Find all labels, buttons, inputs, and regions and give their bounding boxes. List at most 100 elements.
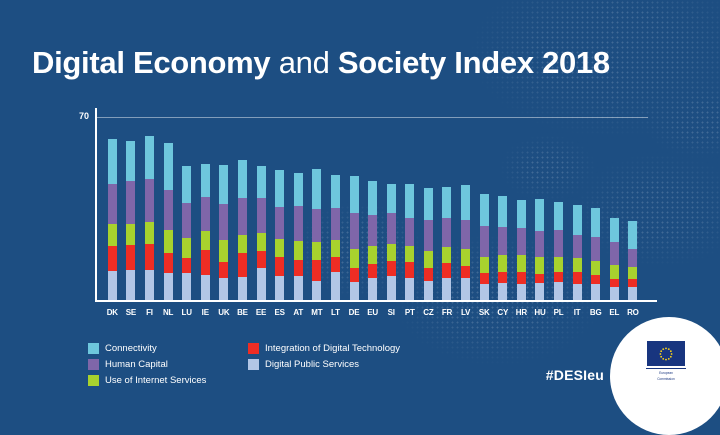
- logo-label-line-2: Commission: [657, 377, 675, 381]
- segment-human-capital: [554, 230, 564, 258]
- segment-connectivity: [126, 140, 136, 182]
- segment-use-of-internet-services: [368, 246, 378, 264]
- bar-column-si: [382, 108, 401, 300]
- bar-column-lt: [326, 108, 345, 300]
- bar-column-sk: [475, 108, 494, 300]
- hashtag-text: #DESIeu: [545, 367, 604, 383]
- segment-integration-of-digital-technology: [386, 260, 396, 277]
- segment-connectivity: [386, 183, 396, 214]
- stacked-bar: [237, 160, 247, 300]
- segment-use-of-internet-services: [609, 264, 619, 279]
- segment-integration-of-digital-technology: [535, 273, 545, 284]
- bar-column-lu: [177, 108, 196, 300]
- x-label-it: IT: [573, 308, 581, 317]
- segment-connectivity: [498, 196, 508, 227]
- segment-digital-public-services: [479, 284, 489, 300]
- segment-connectivity: [554, 201, 564, 231]
- segment-integration-of-digital-technology: [423, 267, 433, 282]
- stacked-bar: [535, 199, 545, 300]
- segment-use-of-internet-services: [423, 250, 433, 268]
- stacked-bar: [479, 194, 489, 300]
- segment-connectivity: [219, 164, 229, 204]
- chart-legend: Connectivity Human Capital Use of Internet…: [88, 343, 488, 386]
- x-label-fi: FI: [146, 308, 153, 317]
- stacked-bar: [163, 142, 173, 300]
- x-label-cz: CZ: [423, 308, 434, 317]
- segment-human-capital: [237, 198, 247, 235]
- segment-connectivity: [163, 142, 173, 191]
- segment-use-of-internet-services: [479, 256, 489, 273]
- stacked-bar: [554, 201, 564, 300]
- x-label-ie: IE: [201, 308, 209, 317]
- legend-item[interactable]: Use of Internet Services: [88, 375, 248, 386]
- segment-integration-of-digital-technology: [368, 263, 378, 279]
- page-title: Digital Economy and Society Index 2018: [32, 47, 610, 78]
- segment-connectivity: [200, 163, 210, 197]
- segment-use-of-internet-services: [144, 222, 154, 244]
- segment-integration-of-digital-technology: [479, 272, 489, 285]
- segment-use-of-internet-services: [572, 257, 582, 273]
- bar-column-eu: [363, 108, 382, 300]
- title-part-1: Digital Economy: [32, 44, 271, 80]
- segment-integration-of-digital-technology: [144, 243, 154, 270]
- bar-column-fi: [140, 108, 159, 300]
- legend-item[interactable]: Digital Public Services: [248, 359, 400, 370]
- segment-integration-of-digital-technology: [256, 251, 266, 269]
- segment-use-of-internet-services: [330, 240, 340, 258]
- human-capital-swatch: [88, 359, 99, 370]
- stacked-bar: [461, 185, 471, 300]
- bar-column-dk: [103, 108, 122, 300]
- stacked-bar: [126, 140, 136, 300]
- x-label-uk: UK: [218, 308, 230, 317]
- desi-stacked-bar-chart: 70: [79, 108, 657, 302]
- segment-digital-public-services: [498, 282, 508, 300]
- segment-integration-of-digital-technology: [275, 256, 285, 276]
- segment-digital-public-services: [368, 278, 378, 300]
- stacked-bar: [330, 174, 340, 300]
- x-label-ee: EE: [255, 308, 267, 317]
- segment-human-capital: [479, 226, 489, 257]
- gridline-70: [95, 117, 648, 118]
- segment-connectivity: [330, 174, 340, 208]
- segment-connectivity: [144, 136, 154, 179]
- segment-use-of-internet-services: [535, 257, 545, 274]
- legend-item[interactable]: Human Capital: [88, 359, 248, 370]
- segment-use-of-internet-services: [349, 249, 359, 269]
- segment-connectivity: [442, 187, 452, 219]
- segment-connectivity: [628, 221, 638, 250]
- segment-human-capital: [405, 218, 415, 247]
- stacked-bar: [293, 173, 303, 300]
- integration-of-digital-technology-swatch: [248, 343, 259, 354]
- x-label-hu: HU: [534, 308, 546, 317]
- stacked-bar: [256, 166, 266, 300]
- segment-digital-public-services: [163, 273, 173, 300]
- segment-use-of-internet-services: [275, 238, 285, 257]
- stacked-bar: [107, 139, 117, 300]
- bar-column-mt: [308, 108, 327, 300]
- segment-connectivity: [312, 169, 322, 209]
- segment-connectivity: [256, 166, 266, 198]
- segment-digital-public-services: [330, 272, 340, 300]
- bar-column-cy: [493, 108, 512, 300]
- stacked-bar: [349, 176, 359, 300]
- legend-item[interactable]: Integration of Digital Technology: [248, 343, 400, 354]
- stacked-bar: [516, 199, 526, 300]
- segment-use-of-internet-services: [107, 224, 117, 247]
- segment-digital-public-services: [554, 282, 564, 300]
- legend-item-label: Integration of Digital Technology: [265, 343, 401, 354]
- x-label-lt: LT: [331, 308, 340, 317]
- segment-digital-public-services: [572, 284, 582, 300]
- segment-human-capital: [609, 241, 619, 265]
- segment-integration-of-digital-technology: [312, 259, 322, 281]
- legend-item[interactable]: Connectivity: [88, 343, 248, 354]
- stacked-bar: [144, 136, 154, 300]
- segment-integration-of-digital-technology: [182, 258, 192, 273]
- x-label-si: SI: [387, 308, 395, 317]
- segment-digital-public-services: [256, 268, 266, 300]
- segment-human-capital: [330, 207, 340, 241]
- segment-human-capital: [368, 215, 378, 247]
- x-label-hr: HR: [515, 308, 527, 317]
- segment-digital-public-services: [442, 277, 452, 300]
- segment-use-of-internet-services: [628, 267, 638, 280]
- segment-digital-public-services: [461, 278, 471, 300]
